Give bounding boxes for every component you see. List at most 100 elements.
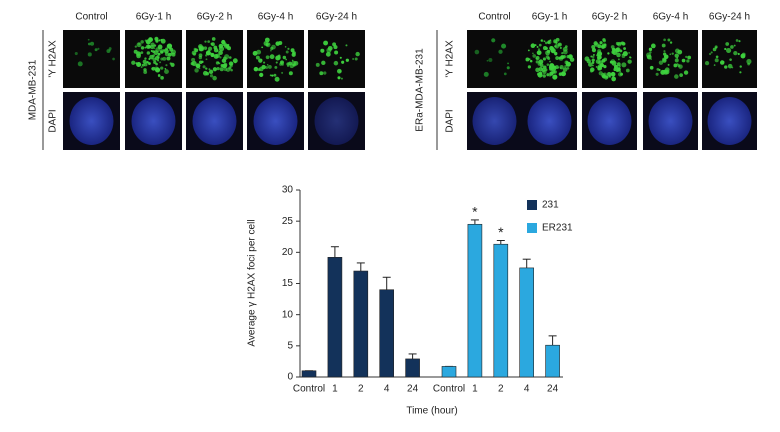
nucleus (253, 97, 298, 145)
focus-dot (727, 63, 733, 69)
focus-dot (564, 45, 568, 49)
focus-dot (667, 63, 670, 66)
focus-dot (603, 65, 607, 69)
focus-dot (160, 38, 163, 41)
focus-dot (613, 48, 616, 51)
focus-dot (211, 42, 215, 47)
focus-dot (228, 56, 232, 59)
focus-dot (622, 51, 628, 57)
focus-dot (674, 58, 679, 63)
focus-dot (704, 60, 710, 66)
focus-dot (222, 41, 227, 47)
focus-dot (218, 50, 223, 56)
focus-dot (503, 72, 507, 76)
foci-image (63, 30, 120, 88)
focus-dot (274, 76, 280, 82)
focus-dot (562, 49, 568, 55)
focus-dot (527, 49, 530, 52)
focus-dot (345, 44, 348, 47)
bar (405, 358, 420, 378)
focus-dot (542, 74, 546, 78)
panel-title: ERa-MDA-MB-231 (415, 48, 426, 132)
focus-dot (738, 40, 741, 43)
focus-dot (554, 43, 560, 49)
focus-dot (280, 61, 283, 64)
focus-dot (273, 73, 277, 77)
focus-dot (543, 58, 545, 61)
focus-dot (616, 52, 621, 58)
focus-dot (259, 72, 264, 77)
focus-dot (265, 43, 269, 47)
focus-dot (146, 61, 149, 64)
focus-dot (325, 51, 331, 57)
focus-dot (157, 52, 161, 56)
focus-dot (618, 42, 622, 46)
focus-dot (154, 36, 159, 41)
focus-dot (223, 62, 228, 67)
focus-dot (739, 71, 742, 74)
column-label: Control (75, 12, 107, 23)
column-label: 6Gy-24 h (316, 12, 357, 23)
focus-dot (675, 48, 680, 54)
focus-dot (544, 68, 548, 72)
focus-dot (108, 47, 112, 51)
focus-dot (275, 41, 280, 46)
focus-dot (543, 40, 546, 43)
focus-dot (281, 71, 284, 74)
focus-dot (157, 59, 160, 62)
focus-dot (153, 44, 157, 47)
focus-dot (255, 55, 260, 60)
focus-dot (252, 50, 258, 56)
focus-dot (566, 66, 570, 70)
focus-dot (340, 77, 343, 80)
focus-dot (560, 55, 565, 60)
focus-dot (219, 56, 222, 59)
focus-dot (150, 49, 153, 53)
nucleus (587, 97, 632, 145)
focus-dot (685, 55, 688, 59)
focus-dot (650, 43, 656, 49)
focus-dot (77, 61, 83, 67)
focus-dot (258, 66, 264, 72)
focus-dot (529, 59, 533, 63)
focus-dot (277, 54, 281, 58)
focus-dot (591, 58, 595, 62)
focus-dot (506, 66, 510, 70)
focus-dot (527, 65, 532, 69)
focus-dot (281, 63, 284, 66)
focus-dot (621, 62, 627, 68)
focus-dot (153, 60, 157, 65)
x-tick-label: 24 (547, 384, 559, 395)
focus-dot (544, 41, 548, 45)
focus-dot (615, 68, 620, 72)
focus-dot (609, 60, 613, 64)
focus-dot (216, 67, 220, 71)
focus-dot (525, 57, 530, 62)
focus-dot (131, 60, 136, 65)
y-tick-label: 20 (282, 247, 294, 258)
focus-dot (610, 71, 616, 77)
focus-dot (554, 65, 559, 70)
focus-dot (733, 44, 736, 47)
focus-dot (287, 47, 290, 50)
focus-dot (538, 71, 543, 76)
focus-dot (724, 65, 728, 69)
focus-dot (747, 62, 750, 66)
focus-dot (486, 59, 489, 62)
focus-dot (164, 69, 169, 74)
nucleus (314, 97, 359, 145)
column-label: 6Gy-24 h (709, 12, 750, 23)
focus-dot (674, 74, 679, 79)
focus-dot (87, 38, 90, 41)
y-tick-label: 25 (282, 216, 294, 227)
column-label: 6Gy-1 h (136, 12, 172, 23)
focus-dot (323, 40, 329, 46)
focus-dot (229, 64, 233, 68)
focus-dot (170, 49, 177, 55)
nucleus (472, 97, 517, 145)
focus-dot (274, 65, 278, 69)
focus-dot (263, 61, 266, 64)
focus-dot (534, 44, 537, 47)
focus-dot (535, 56, 540, 60)
focus-dot (617, 58, 620, 61)
